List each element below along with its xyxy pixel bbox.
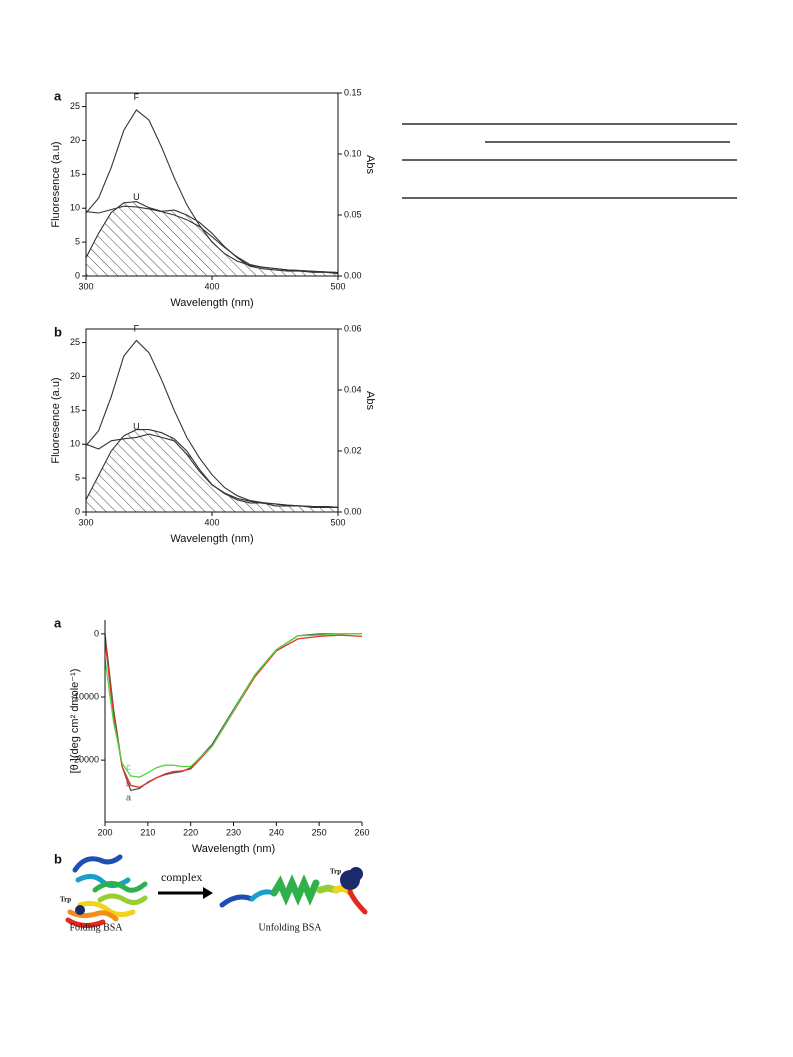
- series-line: [104, 633, 362, 778]
- y2-tick-label: 0.15: [344, 87, 362, 97]
- y-tick-label: 15: [70, 169, 80, 179]
- y-tick-label: 20: [70, 371, 80, 381]
- series-label: F: [134, 323, 140, 333]
- arrow-head: [203, 887, 213, 899]
- y2-tick-label: 0.00: [344, 270, 362, 280]
- x-tick-label: 260: [354, 827, 369, 837]
- y-tick-label: 10: [70, 439, 80, 449]
- caption: Folding BSA: [69, 922, 123, 933]
- y2-tick-label: 0.10: [344, 148, 362, 158]
- y2-axis-label: Abs: [364, 391, 376, 410]
- table-rules: [402, 123, 737, 199]
- series-label: U: [133, 192, 140, 202]
- y2-tick-label: 0.05: [344, 209, 362, 219]
- series-label: a: [126, 792, 131, 802]
- x-tick-label: 200: [97, 827, 112, 837]
- caption: Unfolding BSA: [258, 922, 322, 933]
- y-axis-label: Fluoresence (a.u): [50, 141, 62, 227]
- unfolded-protein: [219, 867, 368, 915]
- x-tick-label: 500: [330, 517, 345, 527]
- y-tick-label: 0: [94, 628, 99, 638]
- x-axis-label: Wavelength (nm): [170, 533, 253, 545]
- y2-tick-label: 0.04: [344, 384, 362, 394]
- y-tick-label: 5: [75, 472, 80, 482]
- y-tick-label: 25: [70, 101, 80, 111]
- y-tick-label: -20000: [71, 755, 99, 765]
- hatched-area: [86, 201, 338, 276]
- series-label: c: [126, 762, 131, 772]
- series-label: b: [126, 779, 131, 789]
- x-tick-label: 400: [204, 281, 219, 291]
- y2-tick-label: 0.02: [344, 445, 362, 455]
- panel-label: b: [54, 324, 62, 339]
- residue-label: Trp: [330, 868, 341, 876]
- hatched-area: [86, 429, 338, 512]
- y-axis-label: Fluoresence (a.u): [50, 377, 62, 463]
- x-tick-label: 250: [312, 827, 327, 837]
- x-tick-label: 220: [183, 827, 198, 837]
- series-label: F: [134, 92, 140, 102]
- x-tick-label: 300: [78, 281, 93, 291]
- folded-protein: [65, 854, 148, 928]
- y-tick-label: 25: [70, 337, 80, 347]
- panel-label: b: [54, 851, 62, 866]
- y2-tick-label: 0.00: [344, 506, 362, 516]
- arrow-label: complex: [161, 870, 202, 884]
- x-tick-label: 300: [78, 517, 93, 527]
- x-tick-label: 210: [140, 827, 155, 837]
- y-tick-label: 20: [70, 135, 80, 145]
- panel-label: a: [54, 615, 62, 630]
- residue-label: Trp: [60, 896, 71, 904]
- y-tick-label: 0: [75, 506, 80, 516]
- y2-axis-label: Abs: [364, 155, 376, 174]
- x-tick-label: 400: [204, 517, 219, 527]
- y-tick-label: 5: [75, 236, 80, 246]
- panel-label: a: [54, 88, 62, 103]
- x-axis-label: Wavelength (nm): [170, 297, 253, 309]
- x-axis-label: Wavelength (nm): [192, 843, 275, 855]
- y-tick-label: 15: [70, 405, 80, 415]
- series-label: U: [133, 422, 140, 432]
- y2-tick-label: 0.06: [344, 323, 362, 333]
- series-line: [104, 634, 363, 788]
- protein-figure: b Trp complex Trp Folding BSA Unfolding …: [54, 851, 368, 933]
- y-tick-label: 0: [75, 270, 80, 280]
- x-tick-label: 230: [226, 827, 241, 837]
- y-tick-label: 10: [70, 203, 80, 213]
- x-tick-label: 240: [269, 827, 284, 837]
- y-axis-label: [θ ](deg cm² dmole⁻¹): [69, 669, 81, 774]
- y-tick-label: -10000: [71, 691, 99, 701]
- x-tick-label: 500: [330, 281, 345, 291]
- series-line: [85, 201, 339, 275]
- series-line: [85, 429, 338, 508]
